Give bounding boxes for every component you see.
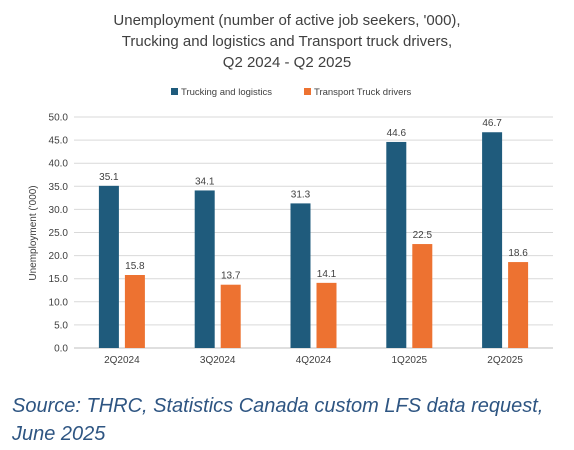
bars: 35.1 15.8 34.1 13.7 31.3 14.1 44.6 22.5 46.7 18.6 [98,118,529,348]
data-label: 31.3 [291,189,311,200]
legend-swatch-trucking [171,88,178,95]
x-tick-label: 4Q2024 [296,355,332,366]
chart-title-line-3: Q2 2024 - Q2 2025 [223,54,351,71]
y-tick-label: 0.0 [54,344,68,355]
y-tick-label: 35.0 [49,182,69,193]
bar-trucking [482,132,503,348]
bar-truck-drivers [412,244,433,348]
data-label: 35.1 [99,172,119,183]
y-axis-title: Unemployment ('000) [28,185,39,280]
bar-trucking [98,185,119,348]
y-axis-ticks: 0.0 5.0 10.0 15.0 20.0 25.0 30.0 35.0 40.0 45.0 50… [49,113,69,355]
gridlines [74,116,553,349]
y-tick-label: 10.0 [49,297,69,308]
y-tick-label: 30.0 [49,205,69,216]
x-tick-label: 2Q2025 [487,355,523,366]
legend-label-truck-drivers: Transport Truck drivers [314,87,412,98]
chart-title-line-2: Trucking and logistics and Transport tru… [122,33,452,50]
data-label: 22.5 [413,230,433,241]
bar-truck-drivers [316,282,337,348]
legend: Trucking and logistics Transport Truck d… [171,87,412,98]
data-label: 13.7 [221,271,241,282]
data-label: 34.1 [195,176,215,187]
y-tick-label: 15.0 [49,274,69,285]
data-label: 44.6 [387,128,407,139]
bar-trucking [290,203,311,348]
bar-truck-drivers [220,284,241,348]
legend-swatch-truck-drivers [304,88,311,95]
bar-chart: Unemployment (number of active job seeke… [28,12,553,366]
y-tick-label: 45.0 [49,136,69,147]
bar-truck-drivers [508,262,529,348]
y-tick-label: 5.0 [54,320,68,331]
data-label: 46.7 [482,118,502,129]
y-tick-label: 50.0 [49,113,69,124]
bar-trucking [194,190,215,348]
x-tick-label: 2Q2024 [104,355,140,366]
x-tick-label: 1Q2025 [392,355,428,366]
x-axis-ticks: 2Q2024 3Q2024 4Q2024 1Q2025 2Q2025 [104,355,523,366]
data-label: 14.1 [317,269,337,280]
x-tick-label: 3Q2024 [200,355,236,366]
y-tick-label: 25.0 [49,228,69,239]
chart-title-line-1: Unemployment (number of active job seeke… [113,12,460,29]
data-label: 15.8 [125,261,145,272]
y-tick-label: 40.0 [49,159,69,170]
y-tick-label: 20.0 [49,251,69,262]
source-note: Source: THRC, Statistics Canada custom L… [12,395,544,445]
chart-title: Unemployment (number of active job seeke… [113,12,460,71]
bar-truck-drivers [124,275,145,348]
data-label: 18.6 [508,248,528,259]
bar-trucking [386,141,407,348]
legend-label-trucking: Trucking and logistics [181,87,272,98]
